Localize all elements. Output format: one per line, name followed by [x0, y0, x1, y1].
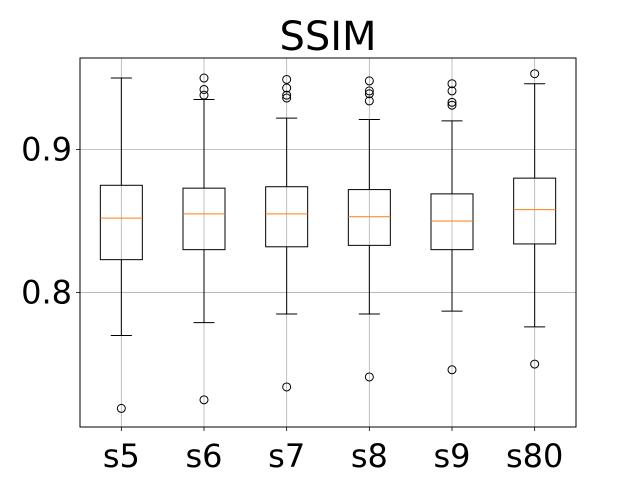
- axes-frame: [79, 57, 577, 428]
- x-tick-label: s8: [351, 437, 388, 475]
- outlier-point: [199, 84, 209, 94]
- iqr-box: [347, 189, 391, 246]
- outlier-point: [447, 86, 457, 96]
- box-s7: [265, 74, 309, 392]
- iqr-box: [182, 187, 226, 251]
- x-tick-label: s5: [103, 437, 140, 475]
- outlier-point: [282, 93, 292, 103]
- outlier-point: [530, 69, 540, 79]
- box-s9: [430, 79, 474, 375]
- outlier-point: [282, 382, 292, 392]
- chart-title: SSIM: [279, 14, 376, 60]
- outlier-point: [282, 90, 292, 100]
- outlier-point: [116, 403, 126, 413]
- x-tick-label: s6: [185, 437, 222, 475]
- outlier-point: [447, 100, 457, 110]
- outlier-point: [199, 73, 209, 83]
- y-tick-label: 0.9: [21, 131, 72, 169]
- outlier-point: [199, 90, 209, 100]
- outlier-point: [447, 97, 457, 107]
- boxes: [99, 69, 557, 413]
- outlier-point: [364, 372, 374, 382]
- y-tick-label: 0.8: [21, 274, 72, 312]
- iqr-box: [430, 193, 474, 251]
- x-axis-ticks: s5 s6 s7 s8 s9 s80: [103, 427, 563, 475]
- iqr-box: [99, 184, 143, 261]
- grid-lines: [80, 58, 576, 427]
- outlier-point: [364, 86, 374, 96]
- outlier-point: [199, 395, 209, 405]
- box-s80: [513, 69, 557, 369]
- iqr-box: [265, 186, 309, 248]
- outlier-point: [364, 96, 374, 106]
- x-tick-label: s80: [506, 437, 563, 475]
- outlier-point: [282, 83, 292, 93]
- x-tick-label: s9: [433, 437, 470, 475]
- outlier-point: [447, 79, 457, 89]
- box-s8: [347, 76, 391, 382]
- box-s6: [182, 73, 226, 405]
- outlier-point: [530, 359, 540, 369]
- outlier-point: [364, 89, 374, 99]
- outlier-point: [364, 76, 374, 86]
- y-axis-ticks: 0.8 0.9: [21, 131, 80, 312]
- box-s5: [99, 77, 143, 413]
- outlier-point: [282, 74, 292, 84]
- outlier-point: [447, 365, 457, 375]
- iqr-box: [513, 177, 557, 245]
- x-tick-label: s7: [268, 437, 305, 475]
